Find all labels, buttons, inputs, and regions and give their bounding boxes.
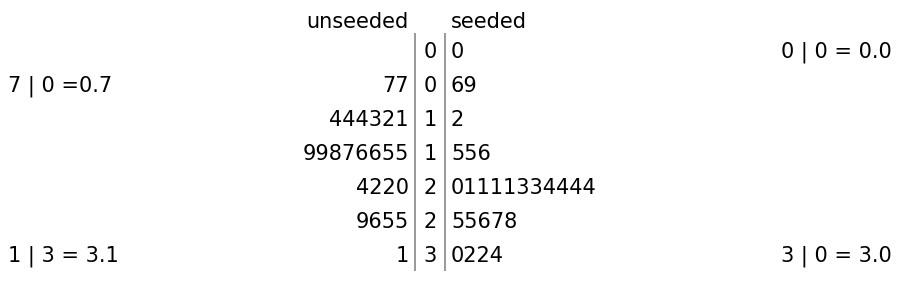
Text: 77: 77 <box>382 76 409 96</box>
Text: 9655: 9655 <box>356 212 409 232</box>
Text: 2: 2 <box>423 178 436 198</box>
Text: 1: 1 <box>396 246 409 266</box>
Text: 0224: 0224 <box>451 246 504 266</box>
Text: seeded: seeded <box>451 12 527 32</box>
Text: 556: 556 <box>451 144 490 164</box>
Text: 3: 3 <box>423 246 436 266</box>
Text: 0: 0 <box>423 76 436 96</box>
Text: 1 | 3 = 3.1: 1 | 3 = 3.1 <box>8 245 119 267</box>
Text: 1: 1 <box>423 144 436 164</box>
Text: 69: 69 <box>451 76 478 96</box>
Text: 4220: 4220 <box>356 178 409 198</box>
Text: 2: 2 <box>423 212 436 232</box>
Text: 55678: 55678 <box>451 212 518 232</box>
Text: 1: 1 <box>423 110 436 130</box>
Text: 444321: 444321 <box>329 110 409 130</box>
Text: 0: 0 <box>451 42 464 62</box>
Text: 0 | 0 = 0.0: 0 | 0 = 0.0 <box>781 41 892 63</box>
Text: 3 | 0 = 3.0: 3 | 0 = 3.0 <box>781 245 892 267</box>
Text: unseeded: unseeded <box>307 12 409 32</box>
Text: 2: 2 <box>451 110 464 130</box>
Text: 7 | 0 =0.7: 7 | 0 =0.7 <box>8 75 112 97</box>
Text: 01111334444: 01111334444 <box>451 178 597 198</box>
Text: 99876655: 99876655 <box>302 144 409 164</box>
Text: 0: 0 <box>423 42 436 62</box>
